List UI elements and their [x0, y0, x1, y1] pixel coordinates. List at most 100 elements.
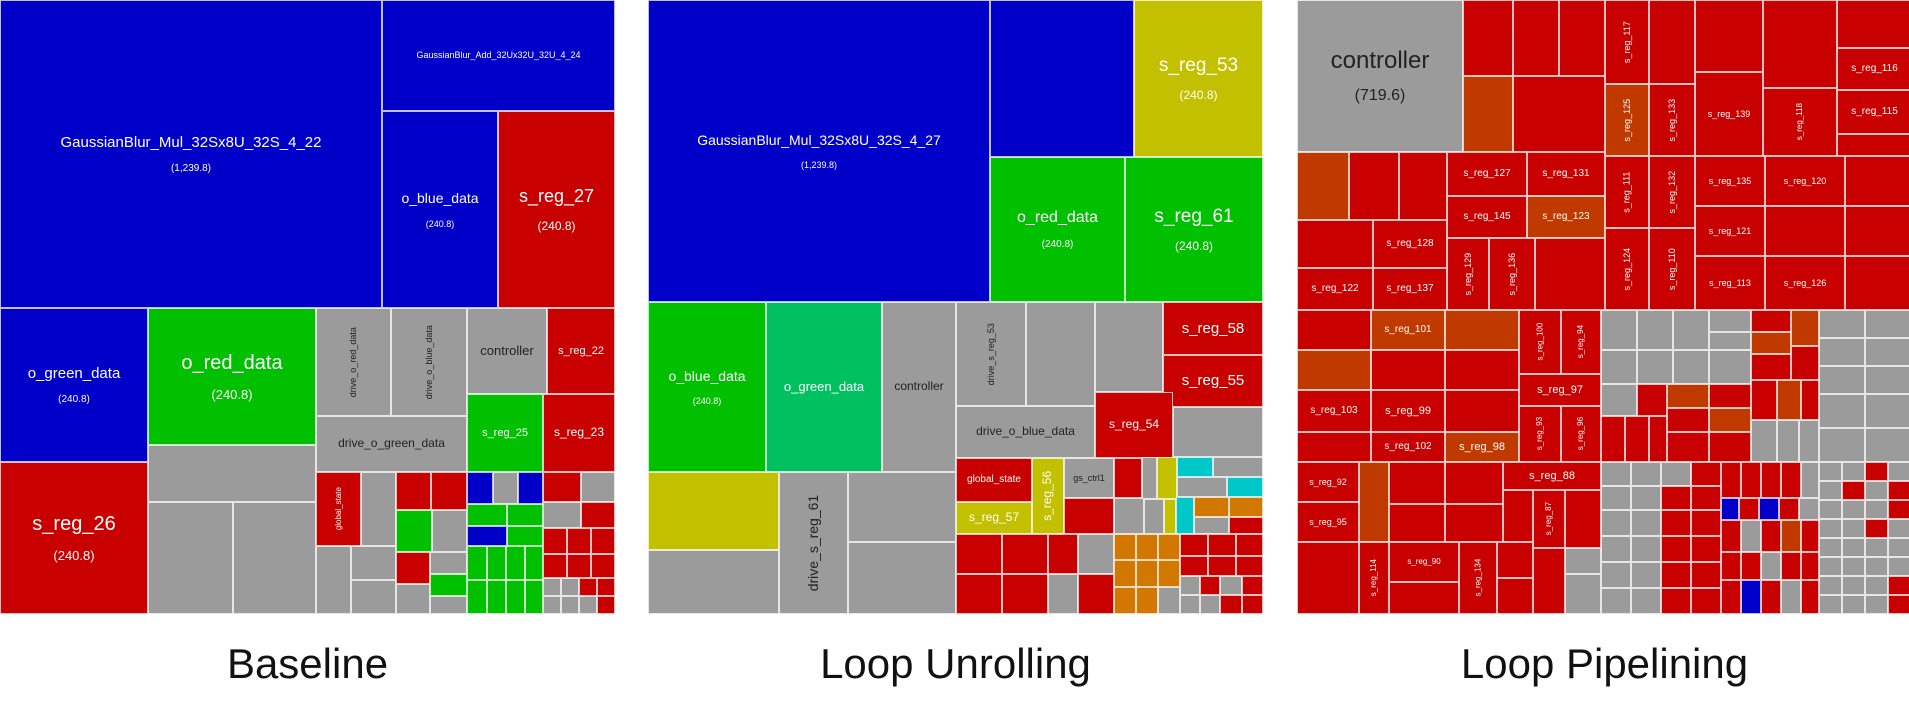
tile: [1236, 534, 1263, 556]
tile: [581, 472, 615, 502]
tile: [467, 472, 493, 504]
tile: [1200, 595, 1220, 614]
tile: [1371, 350, 1445, 390]
tile-label: drive_o_green_data: [338, 436, 445, 451]
tile-value: (240.8): [1174, 239, 1213, 254]
tile-label: s_reg_100: [1535, 323, 1545, 361]
tile: [1673, 310, 1709, 350]
tile-s-reg-88: s_reg_88: [1503, 462, 1601, 490]
tile: [1095, 302, 1163, 392]
tile: [1180, 556, 1208, 576]
tile: [1819, 394, 1865, 428]
tile: [1142, 457, 1157, 499]
tile-label: s_reg_131: [1542, 168, 1590, 180]
tile: [1048, 534, 1078, 574]
tile: [1114, 587, 1136, 614]
tile-label: s_reg_133: [1666, 98, 1677, 142]
tile-label: controller: [480, 342, 534, 358]
tile-s-reg-118: s_reg_118: [1763, 88, 1837, 156]
tile: [351, 580, 396, 614]
tile-drive-s-reg-53: drive_s_reg_53: [956, 302, 1026, 406]
tile: [1236, 556, 1263, 576]
tile: [1691, 510, 1721, 536]
tile-label: s_reg_135: [1708, 175, 1752, 186]
tile: [1819, 310, 1865, 338]
tile: [1297, 220, 1373, 268]
tile-o-blue-data: o_blue_data (240.8): [382, 111, 498, 308]
tile-controller: controller: [467, 308, 547, 394]
tile-label: s_reg_122: [1311, 283, 1359, 295]
tile-label: s_reg_125: [1621, 98, 1632, 142]
tile: [1842, 538, 1865, 557]
tile: [1399, 152, 1447, 220]
tile-label: s_reg_55: [1181, 372, 1245, 390]
tile: [1709, 310, 1751, 332]
tile-label: s_reg_94: [1576, 325, 1586, 359]
tile-label: drive_s_reg_61: [805, 494, 822, 592]
tile-value: (240.8): [1041, 239, 1074, 251]
tile: [1601, 562, 1631, 588]
tile: [579, 578, 597, 596]
tile: [1759, 498, 1779, 520]
tile-s-reg-101: s_reg_101: [1371, 310, 1445, 350]
tile: [1164, 499, 1176, 534]
tile: [1157, 457, 1177, 499]
tile: [1136, 560, 1158, 587]
tile: [1888, 538, 1909, 557]
tile: [1180, 534, 1208, 556]
tile: [1761, 552, 1781, 580]
tile: [1463, 76, 1513, 152]
tile-s-reg-23: s_reg_23: [543, 394, 615, 472]
tile: [1721, 552, 1741, 580]
tile: [1799, 420, 1819, 462]
tile: [1709, 332, 1751, 350]
tile-label: s_reg_115: [1851, 106, 1898, 118]
tile: [1114, 458, 1142, 498]
tile-value: (240.8): [58, 394, 90, 406]
tile: [1637, 350, 1673, 384]
tile-label: s_reg_134: [1473, 559, 1483, 597]
tile: [1173, 407, 1263, 457]
tile-label: GaussianBlur_Mul_32Sx8U_32S_4_22: [60, 133, 322, 151]
tile: [1721, 498, 1739, 520]
tile: [1741, 552, 1761, 580]
tile: [1637, 384, 1667, 416]
tile: [507, 526, 543, 546]
tile: [1535, 238, 1605, 310]
tile: [1845, 156, 1909, 206]
tile: [1497, 542, 1533, 578]
tile-drive-o-green-data: drive_o_green_data: [316, 416, 467, 472]
tile: [1637, 310, 1673, 350]
tile-label: s_reg_114: [1369, 559, 1379, 597]
tile-label: s_reg_103: [1310, 405, 1358, 417]
tile: [1601, 350, 1637, 384]
tile-s-reg-56: s_reg_56: [1032, 458, 1064, 534]
tile-label: s_reg_111: [1621, 171, 1632, 213]
tile: [1819, 538, 1842, 557]
tile: [1208, 534, 1236, 556]
tile: [1837, 134, 1909, 156]
tile: [1445, 462, 1503, 504]
tile: [316, 546, 351, 614]
tile-label: s_reg_145: [1463, 211, 1511, 223]
tile-controller: controller: [882, 302, 956, 472]
tile-s-reg-27: s_reg_27 (240.8): [498, 111, 615, 308]
tile-label: s_reg_53: [1158, 54, 1239, 76]
tile: [1691, 588, 1721, 614]
tile: [1177, 457, 1213, 477]
tile-s-reg-139: s_reg_139: [1695, 72, 1763, 156]
tile: [1819, 519, 1842, 538]
tile-label: o_red_data: [181, 351, 283, 374]
tile-gaussianblur-mul-32sx8u-32s-4-22: GaussianBlur_Mul_32Sx8U_32S_4_22 (1,239.8…: [0, 0, 382, 308]
tile-s-reg-92: s_reg_92: [1297, 462, 1359, 502]
tile: [1819, 428, 1865, 462]
tile: [1799, 498, 1819, 520]
tile: [1761, 580, 1781, 614]
tile: [848, 542, 956, 614]
tile: [1842, 557, 1865, 576]
tile-label: o_red_data: [1017, 208, 1098, 226]
treemap-loop-pipelining: controller (719.6) s_reg_117 s_reg_125 s_reg…: [1297, 0, 1909, 614]
tile-label: s_reg_121: [1708, 225, 1752, 236]
tile: [487, 580, 506, 614]
tile-s-reg-145: s_reg_145: [1447, 196, 1527, 238]
